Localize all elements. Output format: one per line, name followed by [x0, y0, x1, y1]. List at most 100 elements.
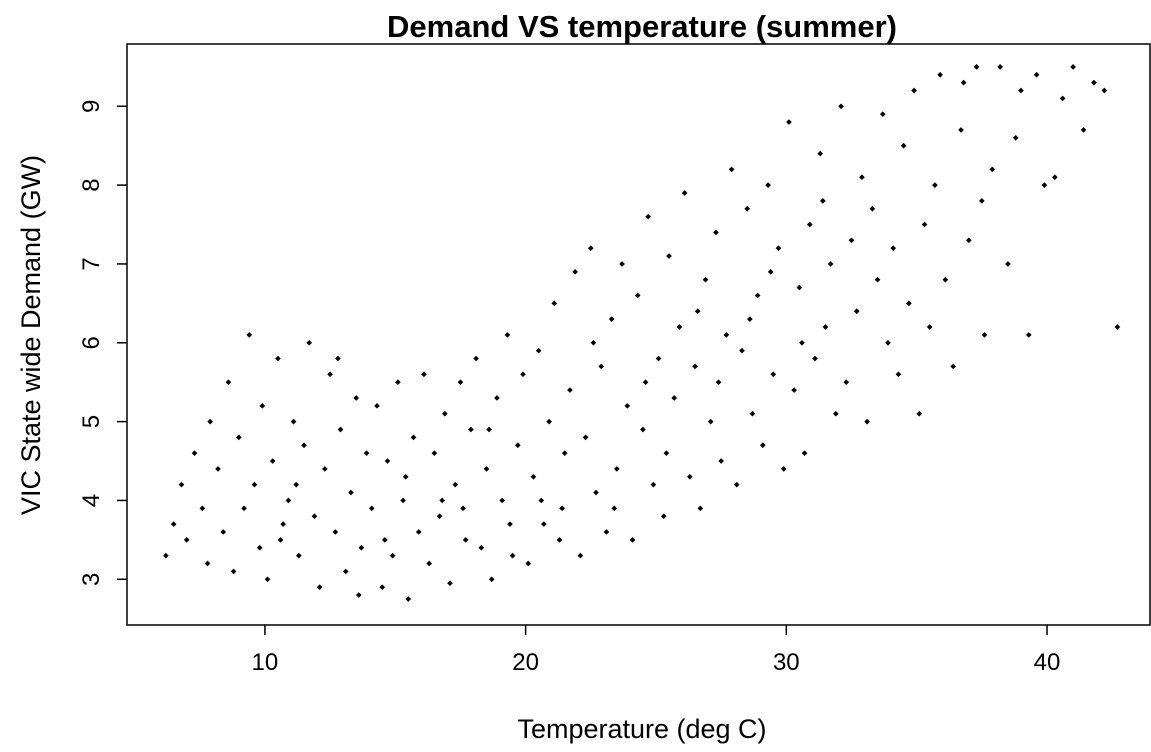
- point: [707, 418, 714, 425]
- point: [436, 513, 443, 520]
- point: [535, 347, 542, 354]
- point: [926, 324, 933, 330]
- point: [486, 426, 492, 433]
- point: [767, 268, 774, 275]
- point: [322, 466, 328, 472]
- point: [259, 403, 266, 409]
- point: [277, 537, 284, 543]
- point: [355, 592, 362, 598]
- point: [285, 497, 292, 504]
- point: [204, 560, 211, 567]
- point: [236, 434, 242, 441]
- point: [494, 395, 500, 401]
- point: [718, 458, 724, 464]
- point: [694, 308, 701, 315]
- point: [1091, 79, 1097, 86]
- point: [561, 450, 568, 456]
- point: [666, 253, 672, 259]
- point: [965, 237, 972, 244]
- point: [713, 229, 719, 236]
- point: [395, 379, 401, 386]
- x-tick-label: 10: [252, 649, 279, 676]
- point: [611, 505, 618, 512]
- x-tick-label: 20: [512, 649, 539, 676]
- point: [997, 64, 1003, 70]
- plot-frame: [126, 43, 1151, 626]
- y-tick-label: 7: [78, 257, 105, 270]
- point: [728, 166, 735, 173]
- point: [932, 182, 938, 188]
- point: [457, 379, 464, 386]
- point: [1070, 64, 1076, 70]
- y-tick-label: 9: [78, 100, 105, 113]
- point: [225, 379, 232, 386]
- point: [530, 473, 537, 480]
- point: [293, 481, 300, 488]
- point: [629, 537, 636, 543]
- point: [556, 537, 563, 543]
- point: [572, 268, 578, 275]
- point: [431, 450, 438, 456]
- chart-title: Demand VS temperature (summer): [387, 9, 897, 44]
- point: [749, 410, 756, 417]
- point: [311, 513, 318, 520]
- point: [1114, 324, 1121, 330]
- point: [687, 473, 693, 480]
- point: [801, 450, 808, 456]
- point: [598, 363, 605, 370]
- point: [916, 410, 923, 417]
- point: [937, 71, 943, 78]
- point: [207, 418, 213, 425]
- point: [280, 521, 286, 527]
- y-tick-label: 5: [78, 415, 105, 428]
- point: [306, 339, 313, 346]
- point: [645, 213, 651, 220]
- point: [593, 489, 599, 496]
- point: [499, 497, 505, 504]
- point: [520, 371, 526, 378]
- point: [405, 596, 412, 602]
- point: [504, 332, 511, 338]
- point: [439, 497, 446, 504]
- point: [697, 505, 704, 512]
- point: [410, 434, 417, 441]
- point: [546, 418, 552, 425]
- point: [819, 198, 826, 204]
- point: [1005, 261, 1011, 267]
- point: [950, 363, 956, 370]
- point: [640, 426, 646, 433]
- y-tick-label: 4: [78, 494, 105, 507]
- point: [1052, 174, 1058, 181]
- point: [775, 245, 782, 252]
- point: [358, 544, 365, 551]
- point: [400, 497, 406, 504]
- point: [415, 529, 422, 535]
- point: [374, 403, 380, 409]
- y-tick-label: 8: [78, 178, 105, 191]
- point: [295, 552, 302, 559]
- y-tick-label: 3: [78, 573, 105, 586]
- point: [681, 190, 688, 196]
- point: [473, 355, 479, 362]
- point: [760, 442, 766, 449]
- point: [587, 245, 594, 252]
- point: [264, 576, 271, 583]
- point: [864, 418, 870, 425]
- point: [911, 87, 917, 94]
- point: [178, 481, 185, 488]
- point: [525, 560, 532, 567]
- point: [342, 568, 349, 575]
- point: [702, 276, 709, 283]
- point: [452, 481, 459, 488]
- point: [384, 458, 391, 464]
- point: [608, 316, 615, 322]
- point: [241, 505, 247, 512]
- point: [817, 150, 824, 157]
- point: [251, 481, 258, 488]
- point: [1012, 134, 1019, 141]
- point: [981, 332, 988, 338]
- point: [895, 371, 902, 378]
- point: [220, 529, 227, 535]
- point: [327, 371, 333, 378]
- point: [1018, 87, 1024, 94]
